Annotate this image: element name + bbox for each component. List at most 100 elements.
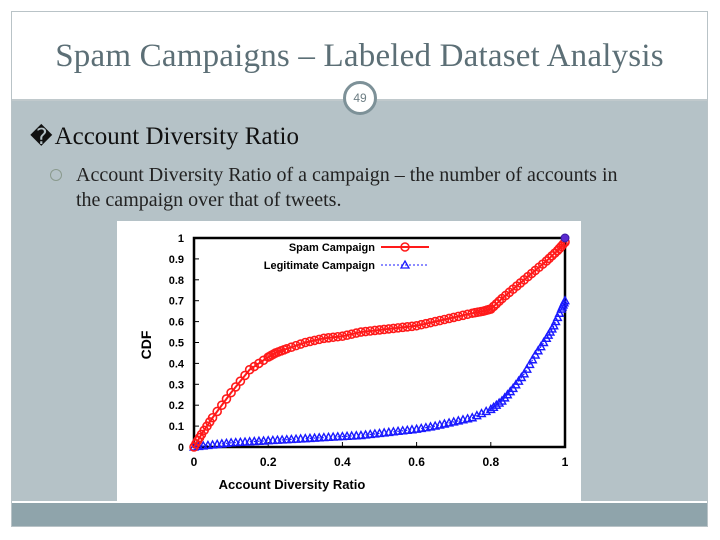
data-point-spam bbox=[494, 296, 504, 307]
data-point-spam bbox=[439, 314, 450, 325]
series-layer bbox=[189, 233, 570, 452]
data-point-spam bbox=[388, 323, 399, 334]
data-point-legitimate bbox=[524, 358, 535, 369]
data-point-spam bbox=[370, 325, 380, 336]
y-tick-label: 0.4 bbox=[169, 358, 185, 370]
data-point-spam bbox=[407, 321, 417, 332]
x-tick-label: 0.8 bbox=[482, 455, 499, 469]
data-point-spam bbox=[300, 337, 311, 348]
data-point-legitimate bbox=[527, 354, 538, 364]
y-tick-label: 0.8 bbox=[169, 275, 184, 287]
data-point-spam bbox=[314, 334, 325, 345]
x-tick-label: 0.2 bbox=[260, 455, 277, 469]
y-tick-label: 0.5 bbox=[169, 338, 184, 350]
data-point-legitimate bbox=[494, 397, 505, 407]
data-point-spam bbox=[337, 331, 348, 342]
data-point-legitimate bbox=[521, 363, 532, 373]
y-tick-label: 0.1 bbox=[169, 421, 184, 433]
circle-bullet-icon bbox=[50, 169, 62, 181]
data-point-spam bbox=[360, 326, 371, 337]
data-point-spam bbox=[323, 332, 334, 343]
y-tick-label: 0.6 bbox=[169, 317, 184, 329]
page-number: 49 bbox=[353, 91, 367, 105]
data-point-spam bbox=[305, 336, 315, 347]
data-point-spam bbox=[393, 323, 403, 333]
x-tick-label: 0.6 bbox=[408, 455, 425, 469]
data-point-spam bbox=[217, 400, 227, 410]
data-point-spam bbox=[547, 250, 557, 261]
data-point-spam bbox=[230, 382, 241, 392]
data-point-spam bbox=[212, 406, 222, 417]
bullet-main-text: Account Diversity Ratio bbox=[54, 123, 299, 150]
plot-frame bbox=[192, 236, 567, 449]
data-point-spam bbox=[291, 340, 301, 351]
bullet-sub-text: Account Diversity Ratio of a campaign – … bbox=[76, 164, 618, 211]
data-point-spam bbox=[544, 253, 555, 264]
legend-label-legit: Legitimate Campaign bbox=[264, 260, 376, 272]
data-point-spam bbox=[235, 376, 246, 386]
legend-marker-spam bbox=[400, 242, 410, 252]
data-point-spam bbox=[383, 324, 394, 334]
data-point-spam bbox=[485, 304, 496, 314]
data-point-spam bbox=[319, 333, 329, 344]
data-point-spam bbox=[286, 342, 297, 353]
endpoint-marker bbox=[560, 233, 570, 243]
data-point-legitimate bbox=[560, 295, 570, 305]
data-point-spam bbox=[397, 322, 408, 333]
data-point-spam bbox=[444, 313, 454, 324]
data-point-spam bbox=[425, 317, 436, 328]
series-line-spam bbox=[193, 241, 566, 448]
data-point-spam bbox=[240, 370, 250, 381]
data-point-spam bbox=[402, 322, 413, 332]
y-tick-label: 0 bbox=[178, 442, 184, 454]
series-legitimate-campaign bbox=[189, 295, 570, 451]
data-point-spam bbox=[221, 394, 232, 404]
y-tick-label: 0.2 bbox=[169, 400, 184, 412]
data-point-spam bbox=[416, 319, 427, 330]
page-number-badge: 49 bbox=[343, 81, 377, 115]
cdf-chart: 0 0.2 0.4 0.6 0.8 1 0 0.1 0.2 0.3 0.4 0.5 0.6 0.7 0.8 0… bbox=[117, 221, 581, 501]
data-point-spam bbox=[342, 330, 352, 340]
data-point-spam bbox=[351, 328, 362, 338]
data-point-spam bbox=[379, 324, 389, 335]
x-tick-label: 1 bbox=[562, 455, 569, 469]
legend-marker-legit bbox=[399, 259, 411, 269]
x-tick-label: 0 bbox=[191, 455, 198, 469]
y-tick-label: 0.3 bbox=[169, 379, 184, 391]
y-tick-label: 0.7 bbox=[169, 296, 184, 308]
data-point-spam bbox=[448, 312, 459, 323]
footer-bar bbox=[12, 503, 707, 526]
data-point-spam bbox=[541, 256, 552, 266]
data-point-spam bbox=[421, 318, 431, 329]
slide-title: Spam Campaigns – Labeled Dataset Analysi… bbox=[55, 38, 664, 74]
data-point-spam bbox=[207, 412, 218, 423]
axis-ticks: 0 0.2 0.4 0.6 0.8 1 0 0.1 0.2 0.3 0.4 0.5 0.6 0.7 0.8 0… bbox=[169, 233, 569, 469]
y-tick-label: 0.9 bbox=[169, 254, 184, 266]
data-point-spam bbox=[328, 332, 338, 343]
y-tick-label: 1 bbox=[178, 233, 184, 245]
data-point-spam bbox=[356, 327, 366, 337]
data-point-spam bbox=[491, 299, 502, 309]
data-point-spam bbox=[365, 326, 376, 336]
data-point-spam bbox=[488, 301, 499, 312]
chart-svg: 0 0.2 0.4 0.6 0.8 1 0 0.1 0.2 0.3 0.4 0.5 0.6 0.7 0.8 0… bbox=[138, 233, 570, 492]
x-tick-label: 0.4 bbox=[334, 455, 351, 469]
data-point-spam bbox=[281, 343, 292, 354]
data-point-spam bbox=[374, 325, 385, 335]
data-point-spam bbox=[226, 387, 236, 398]
legend-label-spam: Spam Campaign bbox=[289, 242, 375, 254]
y-axis-label: CDF bbox=[138, 330, 154, 359]
x-axis-label: Account Diversity Ratio bbox=[219, 477, 366, 492]
data-point-spam bbox=[411, 320, 422, 331]
data-point-spam bbox=[430, 316, 440, 327]
data-point-spam bbox=[434, 315, 445, 326]
data-point-legitimate bbox=[519, 368, 530, 378]
slide-frame bbox=[11, 11, 708, 527]
data-point-spam bbox=[458, 310, 468, 321]
series-spam-campaign bbox=[189, 237, 570, 452]
data-point-spam bbox=[453, 311, 464, 322]
data-point-spam bbox=[295, 339, 306, 349]
bullet-glyph: � bbox=[30, 124, 53, 149]
data-point-spam bbox=[309, 335, 320, 346]
data-point-spam bbox=[346, 329, 357, 339]
